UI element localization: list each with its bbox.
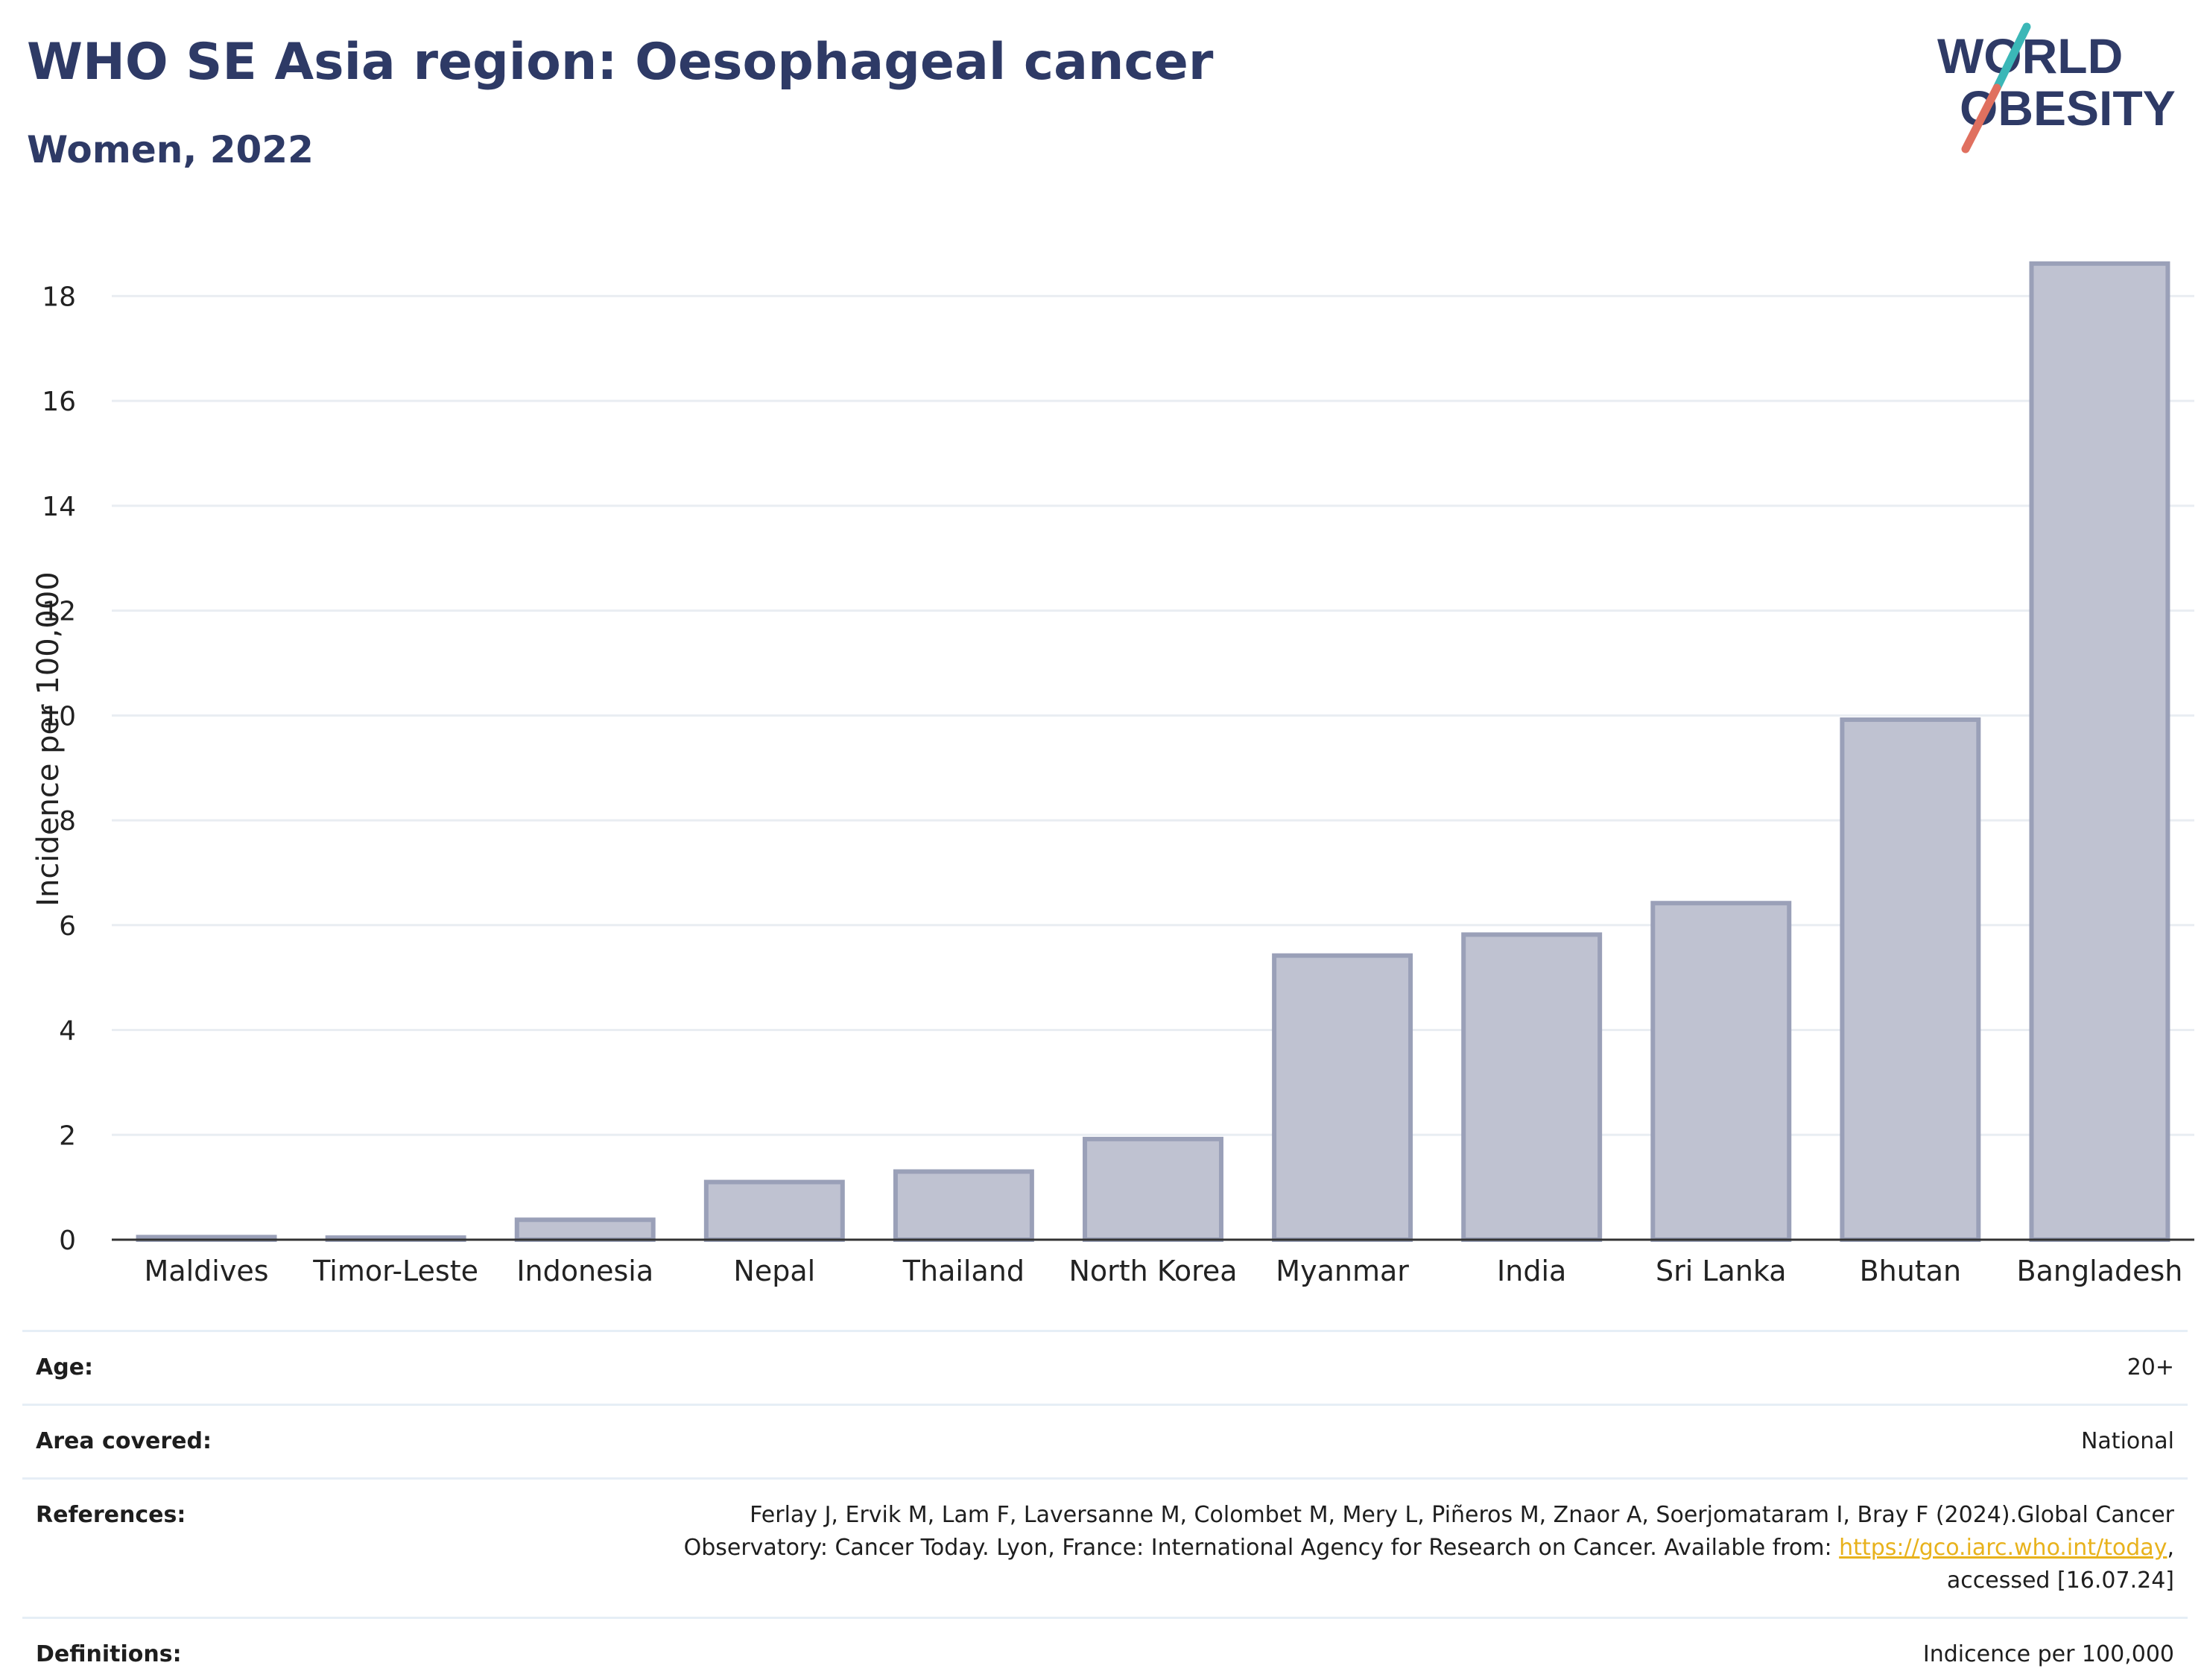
bars [136, 261, 2170, 1243]
logo-line1: WORLD [1937, 28, 2123, 83]
references-line2: Observatory: Cancer Today. Lyon, France:… [684, 1532, 2174, 1565]
references-label: References: [36, 1502, 186, 1528]
references-line2-suffix: , [2167, 1535, 2174, 1561]
meta-row-age: Age: 20+ [22, 1330, 2188, 1404]
y-tick-label: 12 [42, 597, 76, 627]
bar-chart: 0 2 4 6 8 10 12 14 16 18 Maldives Timor-Leste Indone… [31, 261, 2194, 1287]
bar-india [1461, 932, 1603, 1243]
bar-bangladesh [2029, 261, 2170, 1243]
age-value: 20+ [2127, 1354, 2174, 1381]
logo-slash-top [1992, 22, 2031, 92]
y-tick-label: 18 [42, 282, 76, 312]
bar-myanmar [1272, 953, 1413, 1243]
references-line2-text: Observatory: Cancer Today. Lyon, France:… [683, 1535, 1840, 1561]
x-tick-label: Myanmar [1276, 1255, 1409, 1287]
bar-nepal [703, 1179, 845, 1242]
area-value: National [2080, 1428, 2174, 1454]
x-tick-label: India [1497, 1255, 1566, 1287]
y-tick-label: 2 [59, 1120, 76, 1151]
chart-subtitle: Women, 2022 [27, 128, 314, 171]
bar-bhutan [1840, 717, 1981, 1242]
chart-title: WHO SE Asia region: Oesophageal cancer [27, 33, 1214, 92]
bar-indonesia [514, 1217, 656, 1243]
meta-row-area: Area covered: National [22, 1404, 2188, 1477]
references-value: Ferlay J, Ervik M, Lam F, Laversanne M, … [684, 1499, 2174, 1597]
x-tick-label: Thailand [902, 1255, 1025, 1287]
metadata-table: Age: 20+ Area covered: National Referenc… [22, 1330, 2188, 1680]
y-axis-title: Incidence per 100,000 [31, 571, 66, 907]
meta-row-references: References: Ferlay J, Ervik M, Lam F, La… [22, 1477, 2188, 1617]
y-tick-label: 16 [42, 387, 76, 417]
references-line3: accessed [16.07.24] [1946, 1568, 2174, 1594]
x-tick-label: Sri Lanka [1656, 1255, 1787, 1287]
y-tick-label: 8 [59, 806, 76, 837]
logo-slash-bottom [1961, 83, 2001, 153]
references-link[interactable]: https://gco.iarc.who.int/today [1839, 1535, 2167, 1561]
bar-north-korea [1083, 1136, 1223, 1243]
x-tick-label: Bhutan [1860, 1255, 1962, 1287]
x-tick-label: Nepal [733, 1255, 815, 1287]
world-obesity-logo: WORLD OBESITY [1937, 22, 2176, 153]
definitions-label: Definitions: [36, 1641, 182, 1667]
age-label: Age: [36, 1354, 94, 1381]
y-tick-label: 10 [42, 701, 76, 732]
x-tick-label: North Korea [1068, 1255, 1237, 1287]
references-line1: Ferlay J, Ervik M, Lam F, Laversanne M, … [750, 1502, 2174, 1528]
y-tick-label: 14 [42, 492, 76, 522]
y-tick-label: 6 [59, 911, 76, 942]
x-tick-label: Bangladesh [2017, 1255, 2183, 1287]
x-tick-label: Timor-Leste [312, 1255, 478, 1287]
meta-row-definitions: Definitions: Indicence per 100,000 [22, 1617, 2188, 1680]
axes: 0 2 4 6 8 10 12 14 16 18 Maldives Timor-Leste Indone… [42, 282, 2194, 1287]
area-label: Area covered: [36, 1428, 212, 1454]
y-tick-label: 0 [59, 1226, 76, 1256]
definitions-value: Indicence per 100,000 [1922, 1641, 2174, 1667]
x-tick-label: Indonesia [516, 1255, 653, 1287]
bar-sri-lanka [1650, 901, 1792, 1242]
bar-thailand [893, 1169, 1034, 1242]
y-tick-label: 4 [59, 1016, 76, 1047]
x-tick-label: Maldives [145, 1255, 269, 1287]
